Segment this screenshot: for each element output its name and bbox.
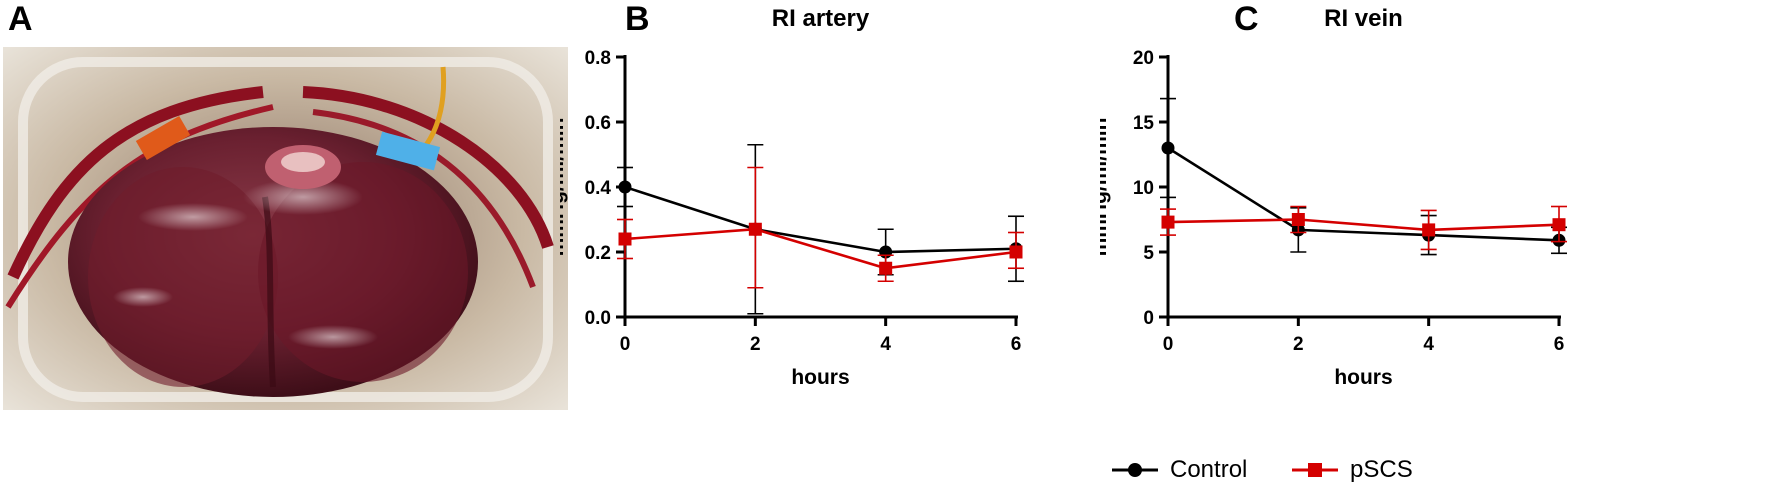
y-tick-label: 0 (1143, 308, 1154, 329)
y-axis-label: mmHg/ml/min (1100, 118, 1111, 257)
data-point-control (1161, 141, 1175, 155)
x-tick-label: 6 (1011, 334, 1022, 355)
legend-marker-control (1112, 463, 1158, 477)
organ-perfusion-photo-icon (3, 47, 568, 410)
y-tick-label: 0.2 (585, 243, 611, 264)
data-point-pscs (1552, 218, 1566, 232)
legend-item-control: Control (1110, 455, 1247, 485)
x-tick-label: 4 (1423, 334, 1434, 355)
legend-label-control: Control (1170, 456, 1248, 483)
chart-ri-vein: RI vein 0 5 10 15 20 0 2 4 6 hours mmHg/ml/min (1100, 5, 1567, 389)
series-line-control (624, 185, 1017, 254)
x-tick-label: 2 (1293, 334, 1304, 355)
data-point-pscs (618, 232, 632, 246)
data-point-pscs (1161, 215, 1175, 229)
y-tick-label: 0.8 (585, 48, 611, 69)
data-point-pscs (1422, 223, 1436, 237)
series-line-pscs (1167, 218, 1560, 232)
panel-label-c: C (1234, 0, 1259, 38)
y-tick-label: 5 (1143, 243, 1154, 264)
data-point-pscs (1009, 245, 1023, 259)
x-tick-label: 6 (1554, 334, 1565, 355)
chart-title: RI vein (1324, 5, 1403, 32)
x-tick-label: 4 (880, 334, 891, 355)
data-point-pscs (879, 261, 893, 275)
x-axis-label: hours (1334, 366, 1392, 389)
y-axis-label: mmHg/ml/min (560, 118, 568, 257)
chart-title: RI artery (772, 5, 870, 32)
data-point-pscs (748, 222, 762, 236)
x-tick-label: 0 (620, 334, 631, 355)
legend-marker-pscs (1292, 463, 1338, 477)
chart-ri-artery: RI artery 0.0 0.2 0.4 0.6 0.8 0 2 4 6 hours mmHg/ml… (560, 5, 1024, 389)
x-axis-label: hours (791, 366, 849, 389)
data-point-pscs (1291, 213, 1305, 226)
series-line-control (1167, 146, 1560, 242)
organ-perfusion-photo (3, 47, 568, 410)
y-tick-label: 20 (1133, 48, 1154, 69)
y-tick-label: 0.6 (585, 113, 611, 134)
y-tick-label: 0.0 (585, 308, 611, 329)
panel-label-b: B (625, 0, 650, 38)
x-tick-label: 0 (1163, 334, 1174, 355)
legend-item-pscs: pSCS (1290, 455, 1413, 485)
y-tick-label: 0.4 (585, 178, 612, 199)
x-tick-label: 2 (750, 334, 761, 355)
legend-label-pscs: pSCS (1350, 456, 1413, 483)
y-tick-label: 10 (1133, 178, 1154, 199)
data-point-control (618, 180, 632, 194)
series-line-pscs (624, 227, 1017, 270)
panel-label-a: A (8, 0, 33, 38)
y-tick-label: 15 (1133, 113, 1155, 134)
